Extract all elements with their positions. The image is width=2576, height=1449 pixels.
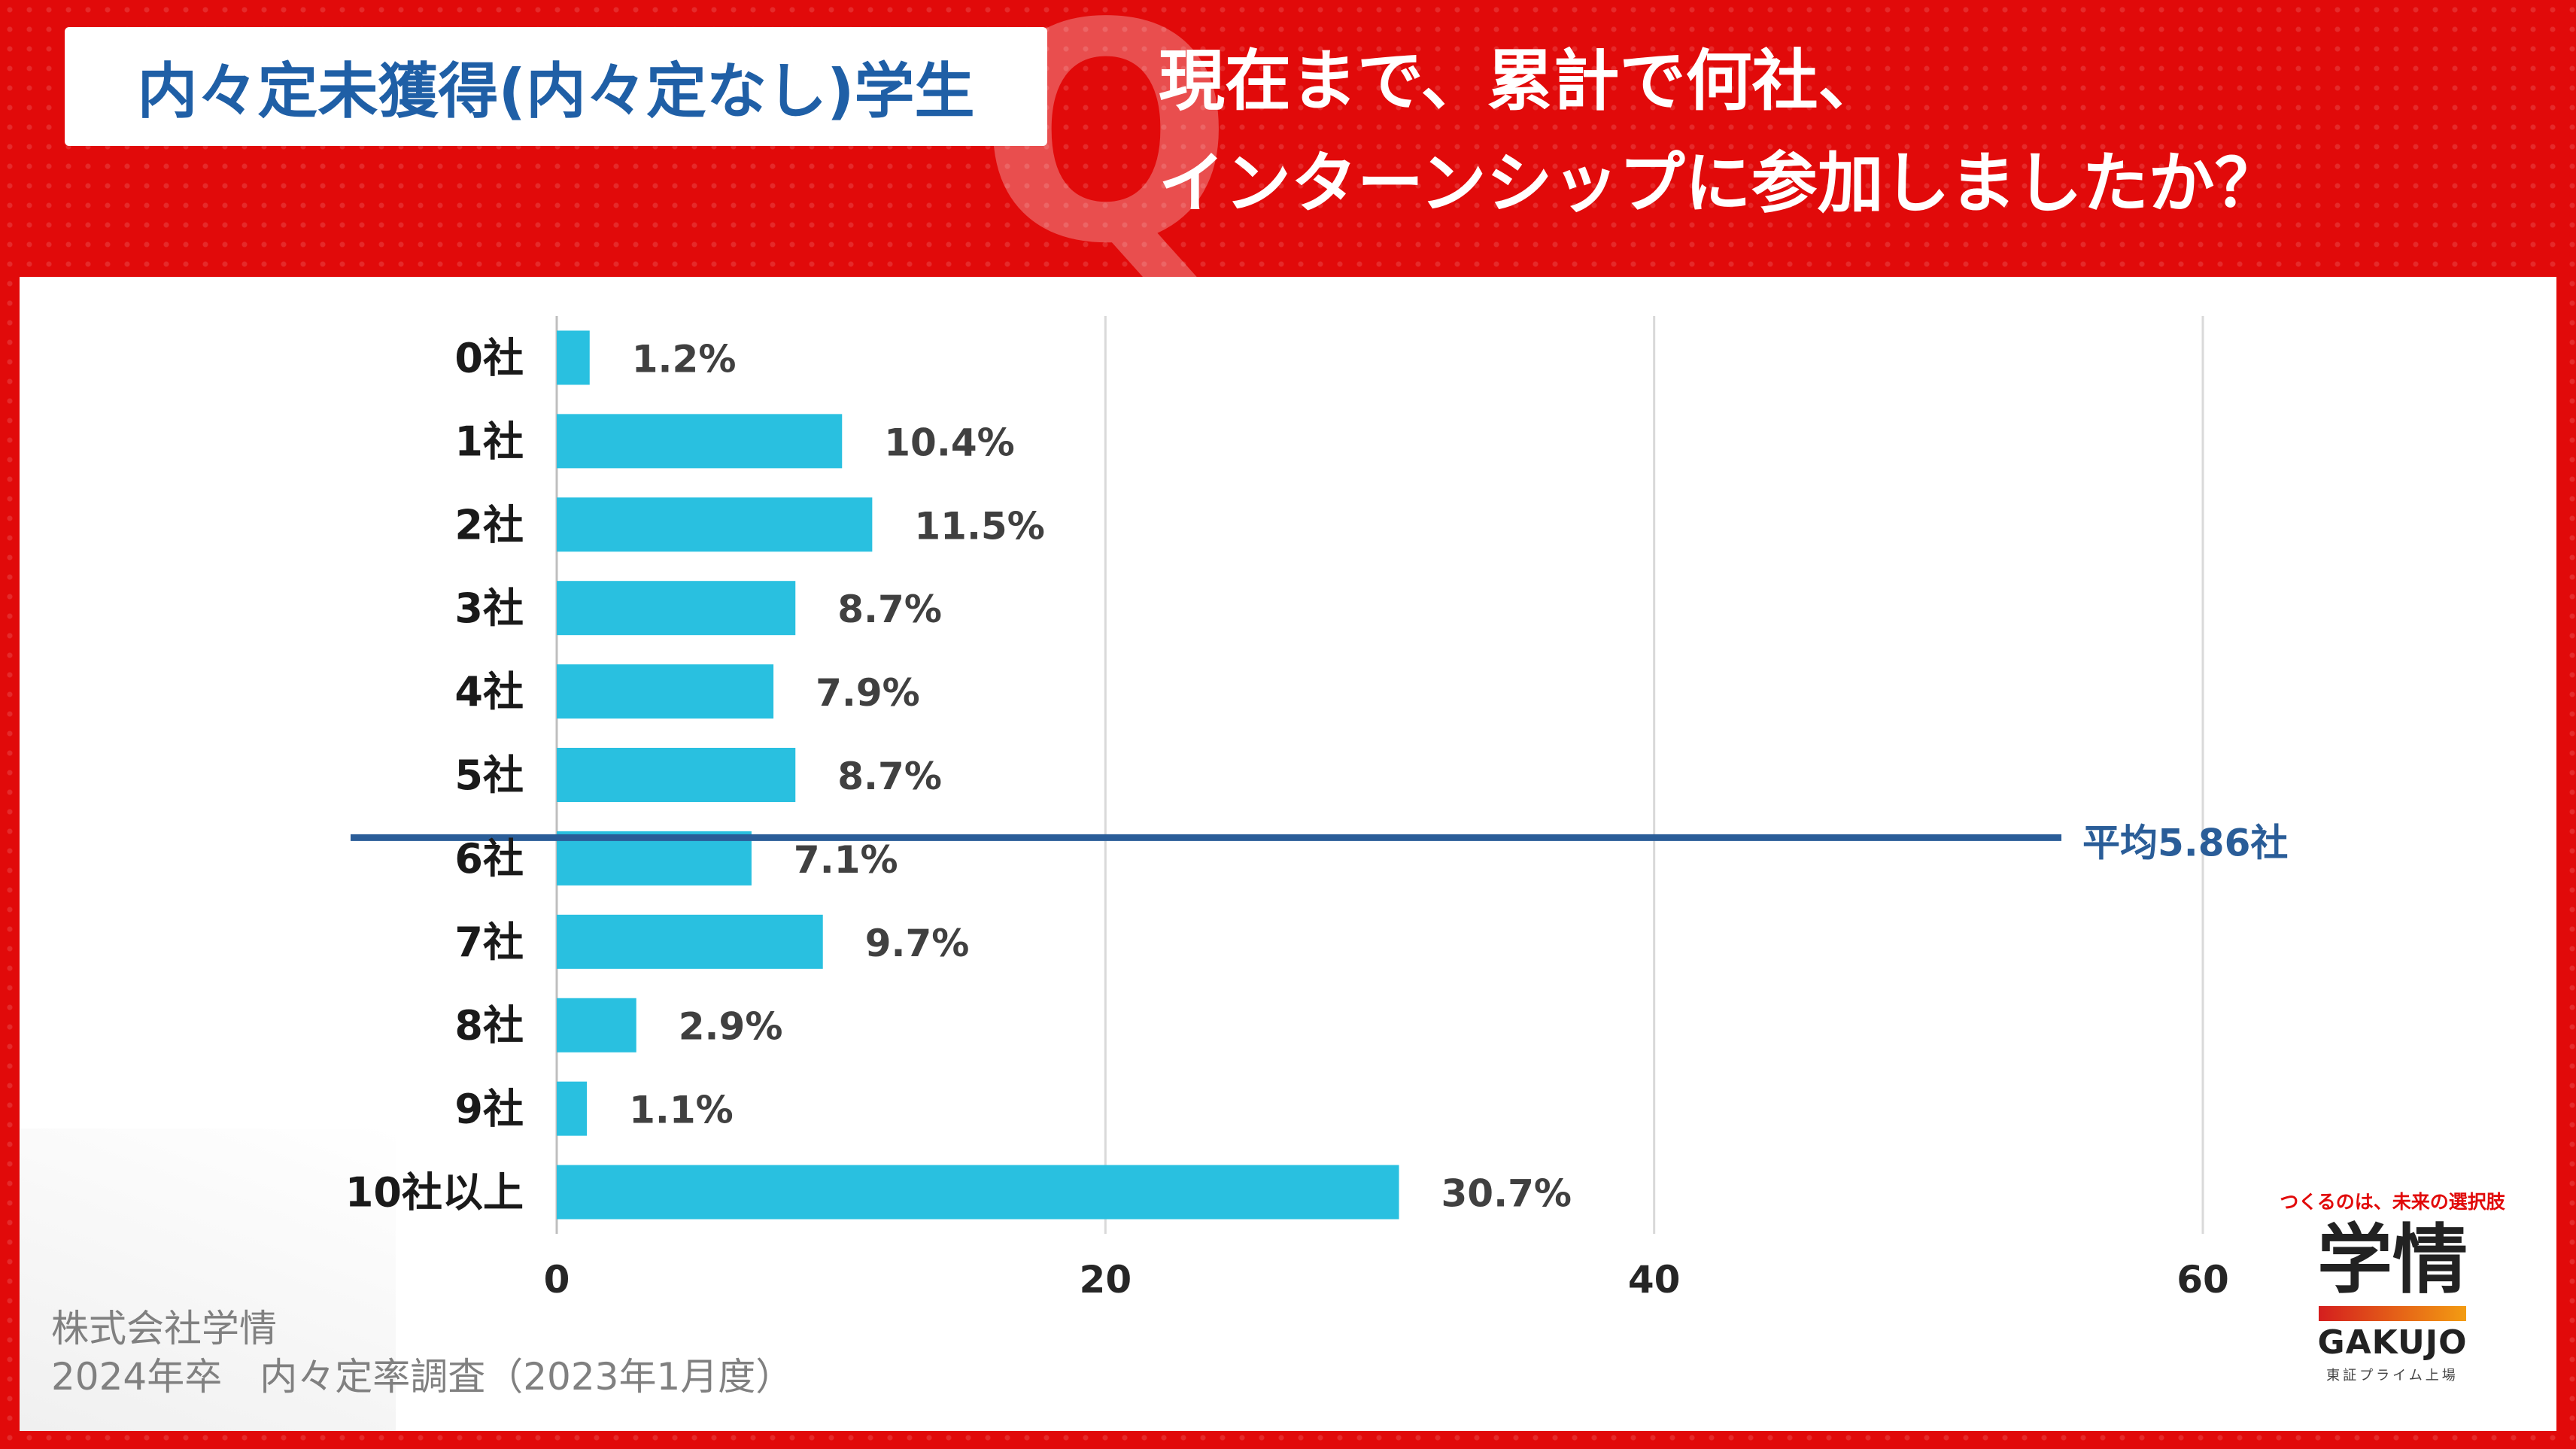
question-title-line-2: インターンシップに参加しましたか？ — [1159, 144, 2281, 222]
logo-listing: 東証プライム上場 — [2326, 1368, 2459, 1384]
gakujo-logo: つくるのは、未来の選択肢 学情 GAKUJO 東証プライム上場 — [2280, 1187, 2505, 1390]
value-label: 2.9% — [679, 1005, 783, 1049]
value-label: 1.2% — [632, 337, 737, 381]
value-label: 11.5% — [914, 504, 1044, 548]
bar-4 — [557, 664, 774, 719]
value-label: 8.7% — [837, 588, 942, 631]
source-survey: 2024年卒 内々定率調査（2023年1月度） — [51, 1355, 794, 1399]
chart-panel — [20, 277, 2556, 1431]
average-label: 平均5.86社 — [2082, 821, 2288, 864]
bar-10 — [557, 1165, 1399, 1220]
category-label: 6社 — [454, 835, 524, 882]
x-tick-label: 40 — [1628, 1258, 1681, 1302]
value-label: 7.1% — [794, 838, 898, 882]
category-label: 0社 — [454, 334, 524, 381]
bar-3 — [557, 581, 796, 636]
category-label: 1社 — [454, 418, 524, 465]
question-title-line-1: 現在まで、累計で何社、 — [1159, 42, 1885, 120]
value-label: 1.1% — [629, 1089, 734, 1132]
category-label: 5社 — [454, 752, 524, 799]
bar-7 — [557, 914, 823, 969]
value-label: 10.4% — [884, 421, 1014, 464]
logo-latin: GAKUJO — [2317, 1323, 2468, 1362]
x-tick-label: 60 — [2177, 1258, 2229, 1302]
bar-2 — [557, 497, 873, 552]
category-label: 10社以上 — [345, 1169, 524, 1217]
x-tick-label: 20 — [1080, 1258, 1132, 1302]
category-label: 4社 — [454, 668, 524, 715]
bar-8 — [557, 998, 636, 1053]
value-label: 30.7% — [1441, 1172, 1572, 1216]
bar-9 — [557, 1081, 588, 1136]
bar-1 — [557, 414, 843, 469]
logo-color-bar — [2319, 1306, 2466, 1321]
category-label: 8社 — [454, 1002, 524, 1050]
source-note: 株式会社学情 2024年卒 内々定率調査（2023年1月度） — [51, 1305, 793, 1401]
value-label: 8.7% — [837, 755, 942, 798]
respondent-segment-tag: 内々定未獲得(内々定なし)学生 — [65, 27, 1047, 146]
category-label: 2社 — [454, 501, 524, 548]
logo-slogan: つくるのは、未来の選択肢 — [2280, 1191, 2505, 1213]
logo-kanji: 学情 — [2317, 1216, 2468, 1304]
category-label: 7社 — [454, 919, 524, 966]
bar-5 — [557, 748, 796, 802]
x-tick-label: 0 — [544, 1258, 570, 1302]
source-company: 株式会社学情 — [51, 1307, 277, 1350]
question-title: 現在まで、累計で何社、 インターンシップに参加しましたか？ — [1159, 30, 2558, 235]
value-label: 7.9% — [816, 671, 920, 715]
question-mark-q: Q — [978, 0, 1235, 310]
value-label: 9.7% — [865, 922, 970, 965]
category-label: 9社 — [454, 1086, 524, 1133]
bar-0 — [557, 330, 590, 385]
category-label: 3社 — [454, 585, 524, 632]
panel-decoration — [20, 1129, 396, 1431]
